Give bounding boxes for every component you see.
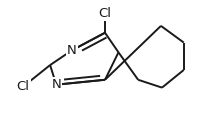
Text: N: N — [51, 78, 61, 91]
Text: N: N — [67, 44, 77, 57]
Text: Cl: Cl — [17, 80, 30, 93]
Text: Cl: Cl — [98, 7, 112, 20]
